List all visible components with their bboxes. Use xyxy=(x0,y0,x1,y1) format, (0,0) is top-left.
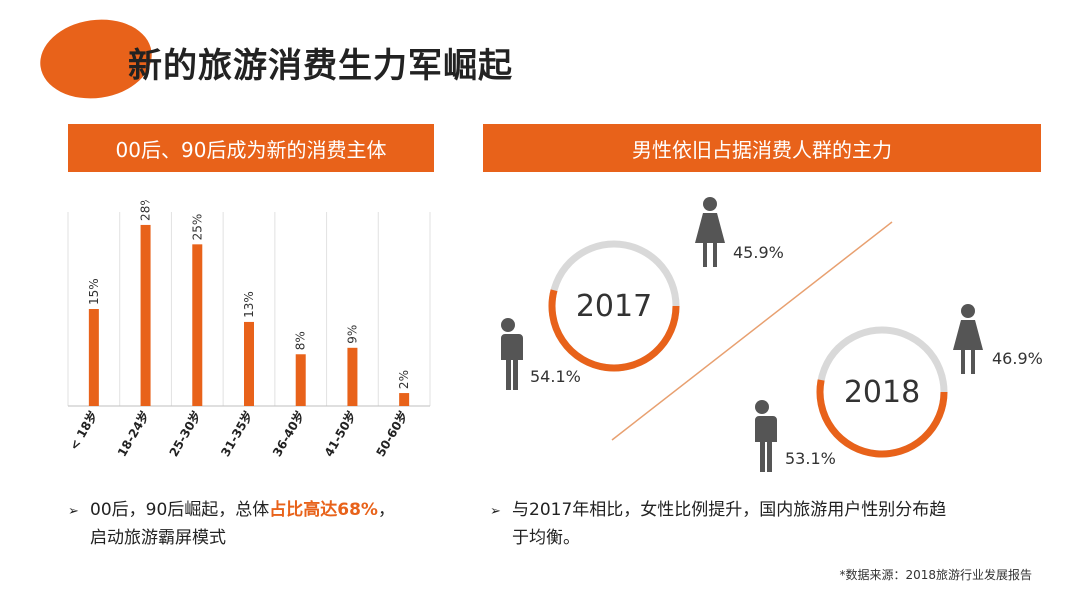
left-banner: 00后、90后成为新的消费主体 xyxy=(68,124,434,172)
bar-value-label: 8% xyxy=(294,331,308,350)
age-bar-chart: 15%< 18岁28%18-24岁25%25-30岁13%31-35岁8%36-… xyxy=(66,200,431,459)
left-bullet-highlight: 占比高达68% xyxy=(269,500,378,520)
bar xyxy=(399,393,410,406)
page-title: 新的旅游消费生力军崛起 xyxy=(128,46,513,86)
bar xyxy=(244,321,254,406)
bar xyxy=(192,244,203,406)
left-bullet: ➢ 00后，90后崛起，总体占比高达68%， 启动旅游霸屏模式 xyxy=(68,497,458,552)
left-bullet-line2: 启动旅游霸屏模式 xyxy=(90,528,226,548)
bar-value-label: 13% xyxy=(242,291,256,318)
bar xyxy=(88,309,99,406)
left-bullet-prefix: 00后，90后崛起，总体 xyxy=(90,500,270,520)
ring-2017: 2017 xyxy=(548,240,680,372)
left-bullet-suffix: ， xyxy=(377,500,395,520)
female-icon xyxy=(695,197,725,267)
female-pct-2018: 46.9% xyxy=(992,349,1043,368)
left-banner-text: 00后、90后成为新的消费主体 xyxy=(115,137,387,162)
ring-2018: 2018 xyxy=(816,326,948,458)
bar xyxy=(347,347,358,406)
bar-value-label: 25% xyxy=(190,214,204,241)
male-pct-2018: 53.1% xyxy=(785,449,836,468)
right-bullet: ➢ 与2017年相比，女性比例提升，国内旅游用户性别分布趋 于均衡。 xyxy=(490,497,1050,552)
bar-value-label: 2% xyxy=(397,370,411,389)
right-banner: 男性依旧占据消费人群的主力 xyxy=(483,124,1041,172)
female-icon xyxy=(953,304,983,374)
bar-value-label: 28% xyxy=(139,200,153,221)
arrow-icon: ➢ xyxy=(490,504,501,519)
ring-2018-year: 2018 xyxy=(844,375,920,410)
bar-value-label: 9% xyxy=(345,325,359,344)
ring-2017-arc xyxy=(548,289,680,372)
right-bullet-line2: 于均衡。 xyxy=(512,528,580,548)
ring-2017-year: 2017 xyxy=(576,289,652,324)
right-banner-text: 男性依旧占据消费人群的主力 xyxy=(632,137,892,162)
female-pct-2017: 45.9% xyxy=(733,243,784,262)
ring-2018-arc xyxy=(816,379,948,458)
male-pct-2017: 54.1% xyxy=(530,367,581,386)
bar xyxy=(295,354,306,406)
right-bullet-line1: 与2017年相比，女性比例提升，国内旅游用户性别分布趋 xyxy=(512,500,947,520)
data-source: *数据来源：2018旅游行业发展报告 xyxy=(839,568,1032,582)
male-icon xyxy=(497,318,523,390)
bar-value-label: 15% xyxy=(87,278,101,305)
bar xyxy=(140,224,151,406)
male-icon xyxy=(751,400,777,472)
arrow-icon: ➢ xyxy=(68,504,79,519)
